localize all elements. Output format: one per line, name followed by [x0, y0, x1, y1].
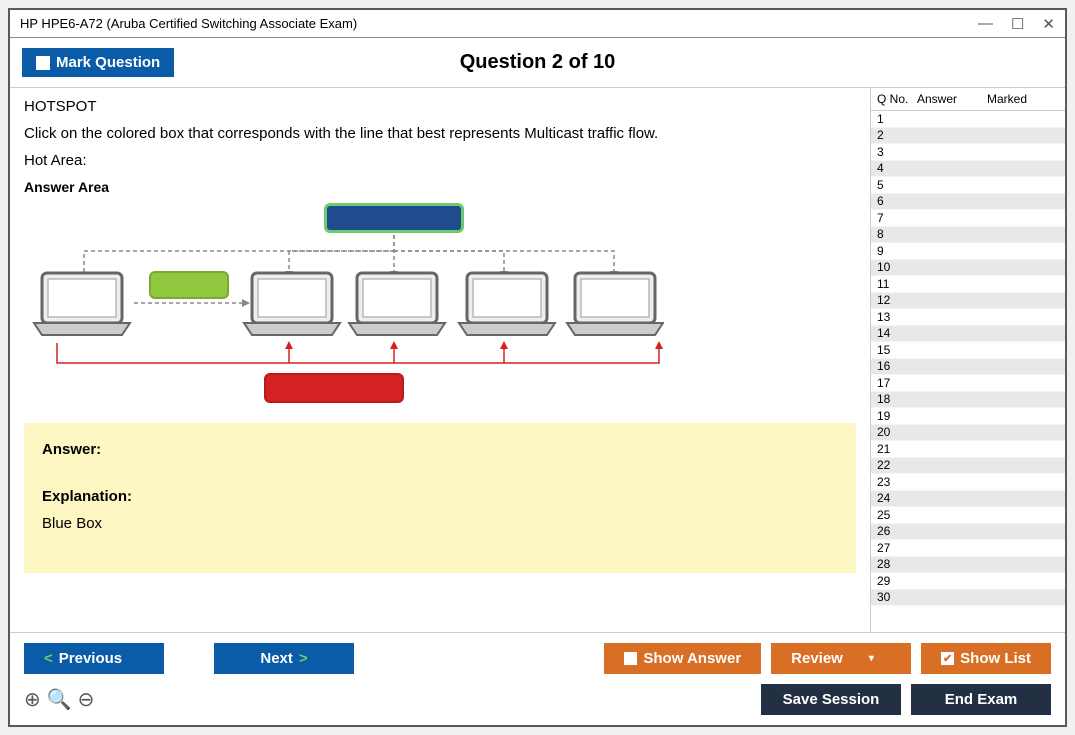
nav-row[interactable]: 24 — [871, 491, 1065, 508]
nav-row[interactable]: 1 — [871, 111, 1065, 128]
nav-header: Q No. Answer Marked — [871, 88, 1065, 111]
end-exam-label: End Exam — [945, 691, 1018, 708]
nav-row[interactable]: 28 — [871, 557, 1065, 574]
show-list-button[interactable]: ✔ Show List — [921, 643, 1051, 674]
hotspot-green-box[interactable] — [149, 271, 229, 299]
nav-row[interactable]: 13 — [871, 309, 1065, 326]
nav-row[interactable]: 2 — [871, 128, 1065, 145]
chevron-left-icon: < — [44, 650, 53, 667]
nav-row[interactable]: 15 — [871, 342, 1065, 359]
nav-row[interactable]: 8 — [871, 227, 1065, 244]
nav-list[interactable]: 1234567891011121314151617181920212223242… — [871, 111, 1065, 632]
nav-row[interactable]: 19 — [871, 408, 1065, 425]
maximize-icon[interactable]: ☐ — [1011, 15, 1024, 33]
nav-row[interactable]: 22 — [871, 458, 1065, 475]
previous-label: Previous — [59, 650, 122, 667]
nav-row[interactable]: 5 — [871, 177, 1065, 194]
checkbox-icon — [624, 652, 637, 665]
question-counter: Question 2 of 10 — [460, 51, 616, 74]
answer-panel: Answer: Explanation: Blue Box — [24, 423, 856, 573]
mark-question-button[interactable]: Mark Question — [22, 48, 174, 77]
nav-row[interactable]: 4 — [871, 161, 1065, 178]
show-answer-label: Show Answer — [643, 650, 741, 667]
nav-row[interactable]: 12 — [871, 293, 1065, 310]
nav-row[interactable]: 27 — [871, 540, 1065, 557]
save-session-label: Save Session — [783, 691, 880, 708]
previous-button[interactable]: < Previous — [24, 643, 164, 674]
app-window: HP HPE6-A72 (Aruba Certified Switching A… — [8, 8, 1067, 727]
nav-row[interactable]: 14 — [871, 326, 1065, 343]
show-list-label: Show List — [960, 650, 1031, 667]
next-button[interactable]: Next > — [214, 643, 354, 674]
explanation-text: Blue Box — [42, 515, 838, 532]
nav-row[interactable]: 3 — [871, 144, 1065, 161]
nav-row[interactable]: 17 — [871, 375, 1065, 392]
laptop-icon — [34, 273, 663, 335]
title-bar: HP HPE6-A72 (Aruba Certified Switching A… — [10, 10, 1065, 38]
nav-row[interactable]: 18 — [871, 392, 1065, 409]
review-label: Review — [791, 650, 843, 667]
minimize-icon[interactable]: — — [978, 15, 993, 33]
main-area: HOTSPOT Click on the colored box that co… — [10, 87, 1065, 632]
zoom-out-icon[interactable]: ⊖ — [78, 687, 95, 712]
question-pane: HOTSPOT Click on the colored box that co… — [10, 88, 870, 632]
question-prompt: Click on the colored box that correspond… — [24, 125, 856, 142]
mark-question-label: Mark Question — [56, 54, 160, 71]
col-marked: Marked — [987, 92, 1059, 106]
hotspot-diagram — [24, 203, 856, 413]
footer-bar-2: ⊕ 🔍 ⊖ Save Session End Exam — [10, 684, 1065, 725]
answer-label: Answer: — [42, 441, 838, 458]
hotspot-blue-box[interactable] — [324, 203, 464, 233]
nav-row[interactable]: 21 — [871, 441, 1065, 458]
close-icon[interactable]: ✕ — [1042, 15, 1055, 33]
next-label: Next — [260, 650, 293, 667]
window-title: HP HPE6-A72 (Aruba Certified Switching A… — [20, 16, 357, 31]
save-session-button[interactable]: Save Session — [761, 684, 901, 715]
review-button[interactable]: Review ▾ — [771, 643, 911, 674]
footer-bar: < Previous Next > Show Answer Review ▾ ✔… — [10, 632, 1065, 684]
nav-row[interactable]: 16 — [871, 359, 1065, 376]
nav-row[interactable]: 7 — [871, 210, 1065, 227]
nav-row[interactable]: 6 — [871, 194, 1065, 211]
zoom-reset-icon[interactable]: 🔍 — [47, 687, 72, 712]
question-type: HOTSPOT — [24, 98, 856, 115]
nav-row[interactable]: 30 — [871, 590, 1065, 607]
end-exam-button[interactable]: End Exam — [911, 684, 1051, 715]
checkbox-checked-icon: ✔ — [941, 652, 954, 665]
hotspot-red-box[interactable] — [264, 373, 404, 403]
chevron-right-icon: > — [299, 650, 308, 667]
nav-row[interactable]: 11 — [871, 276, 1065, 293]
col-qno: Q No. — [877, 92, 917, 106]
zoom-controls: ⊕ 🔍 ⊖ — [24, 687, 94, 712]
col-answer: Answer — [917, 92, 987, 106]
caret-down-icon: ▾ — [869, 653, 874, 664]
window-controls: — ☐ ✕ — [978, 15, 1055, 33]
hot-area-label: Hot Area: — [24, 152, 856, 169]
nav-row[interactable]: 23 — [871, 474, 1065, 491]
answer-area-label: Answer Area — [24, 179, 856, 195]
nav-row[interactable]: 29 — [871, 573, 1065, 590]
checkbox-icon — [36, 56, 50, 70]
question-nav-pane: Q No. Answer Marked 12345678910111213141… — [870, 88, 1065, 632]
nav-row[interactable]: 10 — [871, 260, 1065, 277]
nav-row[interactable]: 26 — [871, 524, 1065, 541]
header-row: Mark Question Question 2 of 10 — [10, 38, 1065, 87]
nav-row[interactable]: 20 — [871, 425, 1065, 442]
show-answer-button[interactable]: Show Answer — [604, 643, 761, 674]
nav-row[interactable]: 25 — [871, 507, 1065, 524]
zoom-in-icon[interactable]: ⊕ — [24, 687, 41, 712]
nav-row[interactable]: 9 — [871, 243, 1065, 260]
explanation-label: Explanation: — [42, 488, 838, 505]
